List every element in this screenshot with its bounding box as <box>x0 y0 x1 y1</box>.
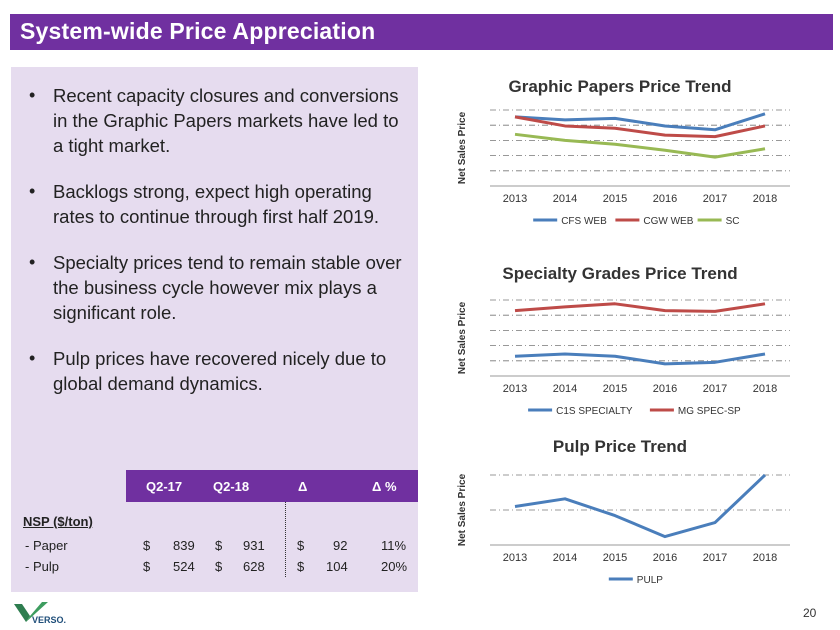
series-line-sc <box>514 132 766 159</box>
x-tick-label: 2015 <box>603 193 627 205</box>
y-axis-label: Net Sales Price <box>457 111 468 184</box>
x-tick-label: 2013 <box>503 552 527 564</box>
row-label: - Pulp <box>25 559 59 574</box>
legend-label: SC <box>726 216 740 227</box>
value-delta: 92 <box>333 538 348 553</box>
table-row: - Pulp $ 524 $ 628 $ 104 20% <box>11 559 418 579</box>
x-tick-label: 2017 <box>703 193 727 205</box>
table-section-row: NSP ($/ton) <box>11 514 418 534</box>
x-tick-label: 2017 <box>703 383 727 395</box>
value-q2-18: 628 <box>243 559 265 574</box>
value-q2-18: 931 <box>243 538 265 553</box>
bullet-item: Pulp prices have recovered nicely due to… <box>29 346 409 396</box>
x-tick-label: 2014 <box>553 193 577 205</box>
table-divider <box>285 502 286 577</box>
legend-label: CGW WEB <box>643 216 693 227</box>
bullet-list: Recent capacity closures and conversions… <box>29 83 409 417</box>
header-delta: Δ <box>298 479 308 494</box>
series-line-mg-spec-sp <box>514 302 766 313</box>
x-tick-label: 2015 <box>603 552 627 564</box>
value-q2-17: 524 <box>173 559 195 574</box>
header-q2-17: Q2-17 <box>146 479 183 494</box>
currency: $ <box>297 559 305 574</box>
x-tick-label: 2014 <box>553 383 577 395</box>
y-axis-label: Net Sales Price <box>457 473 468 546</box>
page-number: 20 <box>803 606 817 620</box>
currency: $ <box>297 538 305 553</box>
x-tick-label: 2016 <box>653 193 677 205</box>
x-tick-label: 2015 <box>603 383 627 395</box>
legend-label: MG SPEC-SP <box>678 406 741 417</box>
x-tick-label: 2018 <box>753 383 777 395</box>
table-header: Q2-17 Q2-18 Δ Δ % <box>126 470 418 502</box>
y-axis-label: Net Sales Price <box>457 301 468 374</box>
value-q2-17: 839 <box>173 538 195 553</box>
series-line-cfs-web <box>514 112 766 132</box>
value-pct: 11% <box>381 538 407 553</box>
chart-title-specialty-grades: Specialty Grades Price Trend <box>502 264 738 283</box>
value-pct: 20% <box>381 559 408 574</box>
bullet-item: Specialty prices tend to remain stable o… <box>29 250 409 325</box>
x-tick-label: 2014 <box>553 552 577 564</box>
legend-label: PULP <box>637 575 663 586</box>
currency: $ <box>143 538 151 553</box>
bullet-item: Recent capacity closures and conversions… <box>29 83 409 158</box>
row-label: - Paper <box>25 538 68 553</box>
table-row: - Paper $ 839 $ 931 $ 92 11% <box>11 538 418 558</box>
chart-title-graphic-papers: Graphic Papers Price Trend <box>508 77 732 96</box>
page-title: System-wide Price Appreciation <box>20 18 376 44</box>
section-label: NSP ($/ton) <box>23 514 93 529</box>
legend-label: C1S SPECIALTY <box>556 406 633 417</box>
header-q2-18: Q2-18 <box>213 479 250 494</box>
series-line-cgw-web <box>514 115 766 139</box>
verso-mark-icon: VERSO. <box>14 602 66 625</box>
left-panel: Recent capacity closures and conversions… <box>11 67 418 592</box>
value-delta: 104 <box>326 559 348 574</box>
specialty-grades-chart: Net Sales Price 2013 2014 2015 2016 2017 2018 C… <box>457 299 790 417</box>
x-tick-label: 2018 <box>753 552 777 564</box>
currency: $ <box>215 559 223 574</box>
legend-label: CFS WEB <box>561 216 607 227</box>
x-tick-label: 2016 <box>653 552 677 564</box>
currency: $ <box>143 559 151 574</box>
series-line-c1s-specialty <box>514 352 766 366</box>
currency: $ <box>215 538 223 553</box>
title-bar: System-wide Price Appreciation <box>10 14 833 50</box>
chart-title-pulp: Pulp Price Trend <box>552 437 688 456</box>
header-delta-pct: Δ % <box>372 479 397 494</box>
logo-text: VERSO. <box>32 615 66 625</box>
x-tick-label: 2016 <box>653 383 677 395</box>
bullet-item: Backlogs strong, expect high operating r… <box>29 179 409 229</box>
series-line-pulp <box>514 473 767 539</box>
x-tick-label: 2013 <box>503 193 527 205</box>
verso-logo: VERSO. <box>12 600 82 630</box>
x-tick-label: 2017 <box>703 552 727 564</box>
pulp-chart: Net Sales Price 2013 2014 2015 2016 2017 2018 P… <box>457 473 790 586</box>
x-tick-label: 2018 <box>753 193 777 205</box>
x-tick-label: 2013 <box>503 383 527 395</box>
graphic-papers-chart: Net Sales Price 2013 2014 2015 2016 2017 2018 C… <box>457 109 790 227</box>
